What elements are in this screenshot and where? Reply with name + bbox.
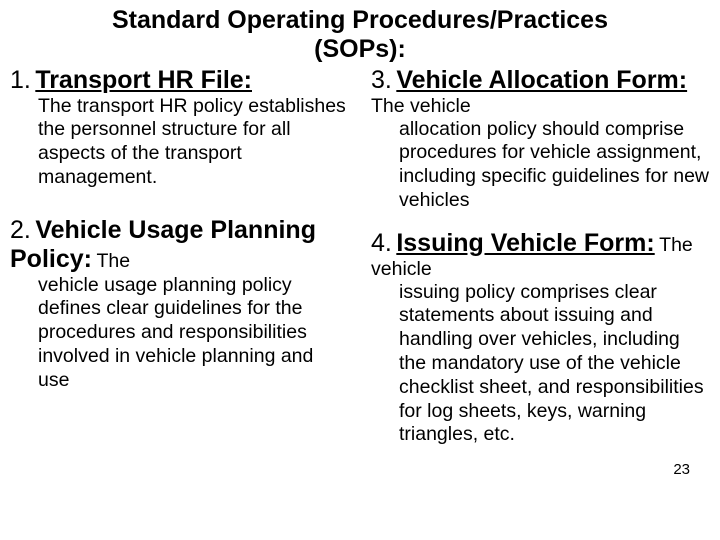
slide-title: Standard Operating Procedures/Practices … [10, 6, 710, 64]
item-2-number: 2. [10, 216, 31, 244]
item-2-heading: Vehicle Usage Planning Policy: [10, 216, 316, 273]
item-2-body: vehicle usage planning policy defines cl… [38, 274, 349, 393]
left-column: 1. Transport HR File: The transport HR p… [10, 66, 349, 464]
content-columns: 1. Transport HR File: The transport HR p… [10, 66, 710, 464]
item-3-heading: Vehicle Allocation Form: [396, 66, 687, 94]
item-3: 3. Vehicle Allocation Form: The vehicle … [371, 66, 710, 213]
right-column: 3. Vehicle Allocation Form: The vehicle … [367, 66, 710, 464]
item-1: 1. Transport HR File: The transport HR p… [10, 66, 349, 190]
item-1-heading: Transport HR File: [35, 66, 252, 94]
item-4-heading: Issuing Vehicle Form: [396, 229, 654, 257]
item-3-body: allocation policy should comprise proced… [399, 118, 710, 213]
item-3-number: 3. [371, 66, 392, 94]
item-4: 4. Issuing Vehicle Form: The vehicle iss… [371, 229, 710, 447]
item-2: 2. Vehicle Usage Planning Policy: The ve… [10, 216, 349, 393]
title-line2: (SOPs): [314, 35, 406, 63]
item-1-number: 1. [10, 66, 31, 94]
item-1-body: The transport HR policy establishes the … [38, 95, 349, 190]
item-4-body: issuing policy comprises clear statement… [399, 281, 710, 447]
slide: Standard Operating Procedures/Practices … [0, 0, 720, 540]
item-4-number: 4. [371, 229, 392, 257]
item-2-body-lead: The [96, 250, 130, 272]
slide-number: 23 [673, 461, 690, 478]
title-line1: Standard Operating Procedures/Practices [112, 6, 608, 34]
item-3-body-lead: The vehicle [371, 95, 471, 117]
